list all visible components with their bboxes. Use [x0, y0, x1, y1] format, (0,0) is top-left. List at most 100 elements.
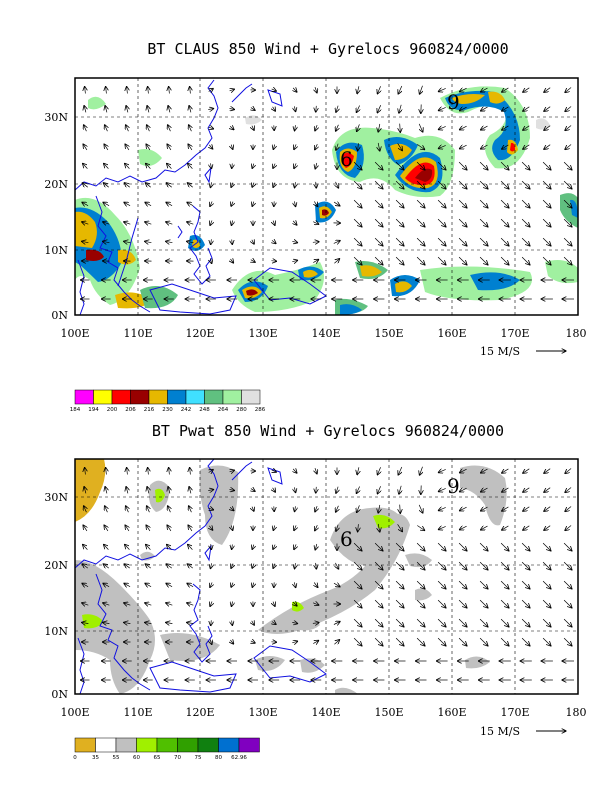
bottom-wind-arrow [273, 602, 275, 607]
bottom-wind-arrow [479, 618, 488, 627]
bottom-colorbar-swatch [238, 737, 260, 753]
bottom-wind-arrow [458, 637, 467, 646]
top-wind-arrow [188, 144, 192, 151]
top-xtick-130e: 130E [248, 327, 277, 340]
top-wind-arrow [313, 222, 319, 225]
top-wind-arrow [458, 161, 467, 170]
bottom-wind-arrow [146, 544, 151, 550]
bottom-colorbar-label: 60 [133, 755, 140, 761]
top-wind-arrow [377, 105, 380, 113]
bottom-wind-arrow [211, 620, 212, 625]
top-wind-arrow [437, 237, 446, 246]
top-wind-arrow [563, 199, 572, 208]
bottom-wind-arrow [521, 618, 530, 627]
top-wind-arrow [103, 222, 110, 224]
top-wind-arrow [521, 237, 530, 246]
top-wind-arrow [500, 180, 509, 189]
bottom-wind-arrow [166, 622, 173, 623]
top-wind-arrow [209, 145, 212, 149]
top-wind-arrow [187, 202, 194, 205]
top-wind-arrow [395, 199, 404, 208]
top-wind-arrow [523, 106, 530, 111]
top-wind-arrow [315, 144, 318, 150]
bottom-wind-arrow [395, 599, 404, 608]
bottom-wind-arrow [542, 599, 551, 608]
top-wind-arrow [336, 143, 338, 151]
top-wind-arrow [208, 127, 213, 129]
top-wind-arrow [565, 125, 572, 131]
top-wind-arrow [105, 125, 108, 132]
bottom-wind-arrow [252, 564, 254, 569]
top-wind-arrow [502, 106, 509, 111]
top-wind-arrow [312, 242, 319, 243]
bottom-wind-arrow [521, 580, 530, 589]
bottom-wind-arrow [124, 622, 131, 623]
top-ytick-0n: 0N [51, 309, 68, 322]
top-wind-arrow [458, 256, 467, 265]
top-wind-arrow [188, 163, 193, 169]
bottom-ytick-30n: 30N [44, 491, 68, 504]
top-wind-arrow [82, 202, 89, 205]
bottom-wind-arrow [437, 580, 446, 589]
bottom-wind-arrow [252, 621, 255, 625]
bottom-wind-arrow [416, 599, 425, 608]
top-wind-arrow [273, 107, 276, 111]
top-xtick-140e: 140E [311, 327, 340, 340]
bottom-wind-arrow [374, 618, 383, 627]
top-wind-arrow [521, 256, 530, 265]
top-wind-arrow [334, 259, 339, 264]
bottom-wind-arrow [82, 583, 89, 586]
top-panel-title: BT CLAUS 850 Wind + Gyrelocs 960824/0000 [147, 40, 508, 58]
bottom-wind-arrow [521, 599, 530, 608]
top-colorbar-swatch [222, 389, 242, 405]
bottom-wind-arrow [374, 542, 383, 551]
bottom-colorbar-label: 35 [92, 755, 99, 761]
bottom-wind-arrow [145, 564, 152, 568]
bottom-wind-arrow [293, 602, 297, 606]
bottom-wind-arrow [563, 580, 572, 589]
bottom-wind-arrow [187, 622, 194, 623]
bottom-wind-arrow [166, 603, 173, 605]
top-wind-arrow [481, 126, 488, 130]
bottom-wind-arrow [106, 468, 107, 475]
top-wind-arrow [563, 237, 572, 246]
bottom-wind-arrow [544, 525, 551, 531]
top-wind-arrow [272, 240, 276, 243]
top-colorbar-label: 194 [88, 407, 99, 413]
top-wind-arrow [500, 199, 509, 208]
top-wind-arrow [124, 183, 130, 187]
bottom-wind-arrow [209, 526, 212, 530]
top-wind-arrow [211, 239, 212, 244]
top-wind-arrow [395, 256, 404, 265]
bottom-wind-arrow [565, 525, 572, 531]
bottom-wind-arrow [315, 525, 318, 531]
top-wind-arrow [103, 241, 110, 242]
bottom-wind-arrow [210, 639, 212, 644]
bottom-colorbar-swatch [177, 737, 199, 753]
bottom-wind-arrow [565, 468, 572, 474]
bottom-wind-arrow [437, 542, 446, 551]
top-wind-arrow [500, 256, 509, 265]
top-wind-arrow [295, 125, 296, 131]
bottom-wind-arrow [353, 637, 362, 646]
top-wind-arrow [84, 106, 86, 113]
bottom-wind-arrow [293, 469, 297, 473]
bottom-wind-arrow [252, 545, 254, 550]
top-wind-arrow [374, 180, 383, 189]
bottom-colorbar-label: 75 [195, 755, 202, 761]
top-wind-arrow [125, 144, 129, 151]
top-wind-arrow [190, 87, 191, 94]
top-wind-arrow [336, 124, 339, 131]
bottom-wind-arrow [168, 506, 171, 513]
top-wind-arrow [147, 125, 150, 132]
top-wind-arrow [523, 125, 530, 130]
bottom-wind-arrow [82, 622, 89, 623]
bottom-wind-arrow [378, 504, 380, 513]
bottom-wind-arrow [273, 525, 274, 531]
top-wind-arrow [459, 126, 467, 130]
bottom-wind-arrow [458, 618, 467, 627]
top-wind-arrow [231, 145, 233, 150]
top-wind-arrow [563, 180, 572, 189]
bottom-wind-arrow [458, 580, 467, 589]
top-wind-arrow [563, 256, 572, 265]
